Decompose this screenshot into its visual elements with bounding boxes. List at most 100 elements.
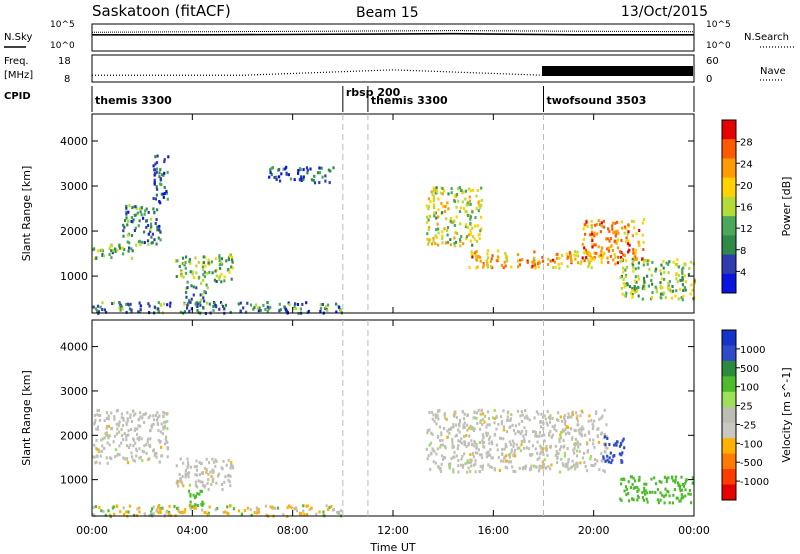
data-cell: [642, 218, 646, 221]
data-cell: [590, 257, 593, 260]
data-cell: [448, 463, 451, 466]
data-cell: [105, 417, 108, 420]
data-cell: [491, 266, 494, 270]
data-cell: [208, 505, 211, 509]
data-cell: [529, 467, 532, 471]
data-cell: [230, 460, 233, 464]
data-cell: [680, 475, 683, 479]
data-cell: [450, 426, 453, 430]
data-cell: [690, 260, 693, 264]
data-cell: [227, 458, 230, 462]
data-cell: [264, 307, 267, 311]
data-cell: [127, 219, 130, 223]
data-cell: [441, 187, 444, 190]
data-cell: [476, 224, 479, 228]
data-cell: [462, 207, 466, 211]
data-cell: [230, 464, 233, 467]
data-cell: [471, 188, 474, 192]
data-cell: [501, 452, 504, 456]
data-cell: [227, 256, 230, 260]
data-cell: [587, 419, 590, 423]
data-cell: [292, 307, 295, 310]
data-cell: [655, 290, 658, 294]
data-cell: [125, 423, 128, 427]
data-cell: [306, 504, 309, 508]
data-cell: [564, 465, 567, 468]
data-cell: [485, 455, 488, 459]
data-cell: [425, 204, 428, 208]
data-cell: [105, 310, 108, 314]
data-cell: [435, 422, 438, 426]
data-cell: [266, 309, 269, 313]
data-cell: [590, 259, 593, 263]
data-cell: [133, 213, 136, 217]
data-cell: [147, 210, 150, 214]
data-cell: [549, 467, 552, 471]
data-cell: [667, 286, 670, 290]
data-cell: [184, 266, 187, 270]
data-cell: [487, 450, 490, 454]
data-cell: [179, 511, 182, 514]
data-cell: [186, 465, 189, 469]
data-cell: [540, 434, 544, 438]
data-cell: [457, 444, 460, 448]
data-cell: [567, 431, 570, 435]
data-cell: [101, 249, 104, 253]
data-cell: [660, 277, 664, 281]
data-cell: [158, 200, 161, 203]
data-cell: [471, 255, 474, 259]
data-cell: [625, 493, 628, 497]
data-cell: [619, 250, 622, 254]
data-cell: [603, 225, 606, 229]
colorbar-segment: [722, 216, 736, 236]
data-cell: [278, 309, 281, 313]
data-cell: [220, 280, 223, 284]
data-cell: [573, 464, 576, 468]
data-cell: [302, 504, 305, 508]
data-cell: [620, 220, 623, 224]
data-cell: [163, 160, 166, 164]
data-cell: [468, 426, 471, 430]
data-cell: [468, 199, 471, 203]
data-cell: [533, 256, 536, 260]
data-cell: [218, 275, 221, 279]
data-cell: [119, 510, 122, 514]
data-cell: [580, 260, 583, 264]
data-cell: [305, 301, 308, 305]
data-cell: [145, 451, 148, 455]
data-cell: [193, 496, 196, 500]
data-cell: [574, 257, 577, 261]
colorbar-segment: [722, 469, 736, 486]
data-cell: [256, 511, 259, 515]
data-cell: [626, 232, 629, 236]
data-cell: [453, 194, 456, 198]
data-cell: [631, 292, 634, 296]
data-cell: [605, 423, 608, 427]
data-cell: [152, 422, 155, 426]
data-cell: [429, 441, 433, 445]
data-cell: [510, 265, 513, 269]
data-cell: [474, 459, 477, 463]
cpid-segment-label: twofsound 3503: [547, 94, 647, 107]
data-cell: [634, 255, 637, 259]
data-cell: [106, 441, 109, 445]
data-cell: [183, 310, 187, 314]
freq-right-bottom: 0: [706, 74, 712, 85]
data-cell: [562, 445, 565, 449]
data-cell: [576, 423, 579, 427]
data-cell: [340, 509, 343, 513]
data-cell: [167, 155, 170, 159]
colorbar-tick-label: 24: [740, 159, 753, 170]
data-cell: [443, 427, 446, 430]
data-cell: [479, 229, 482, 233]
data-cell: [489, 453, 492, 457]
data-cell: [495, 414, 498, 418]
colorbar-tick-label: 25: [740, 402, 753, 413]
data-cell: [131, 249, 134, 253]
data-cell: [518, 422, 521, 426]
data-cell: [218, 256, 221, 260]
data-cell: [219, 301, 223, 304]
data-cell: [138, 435, 141, 439]
data-cell: [542, 415, 545, 419]
data-cell: [127, 429, 130, 433]
